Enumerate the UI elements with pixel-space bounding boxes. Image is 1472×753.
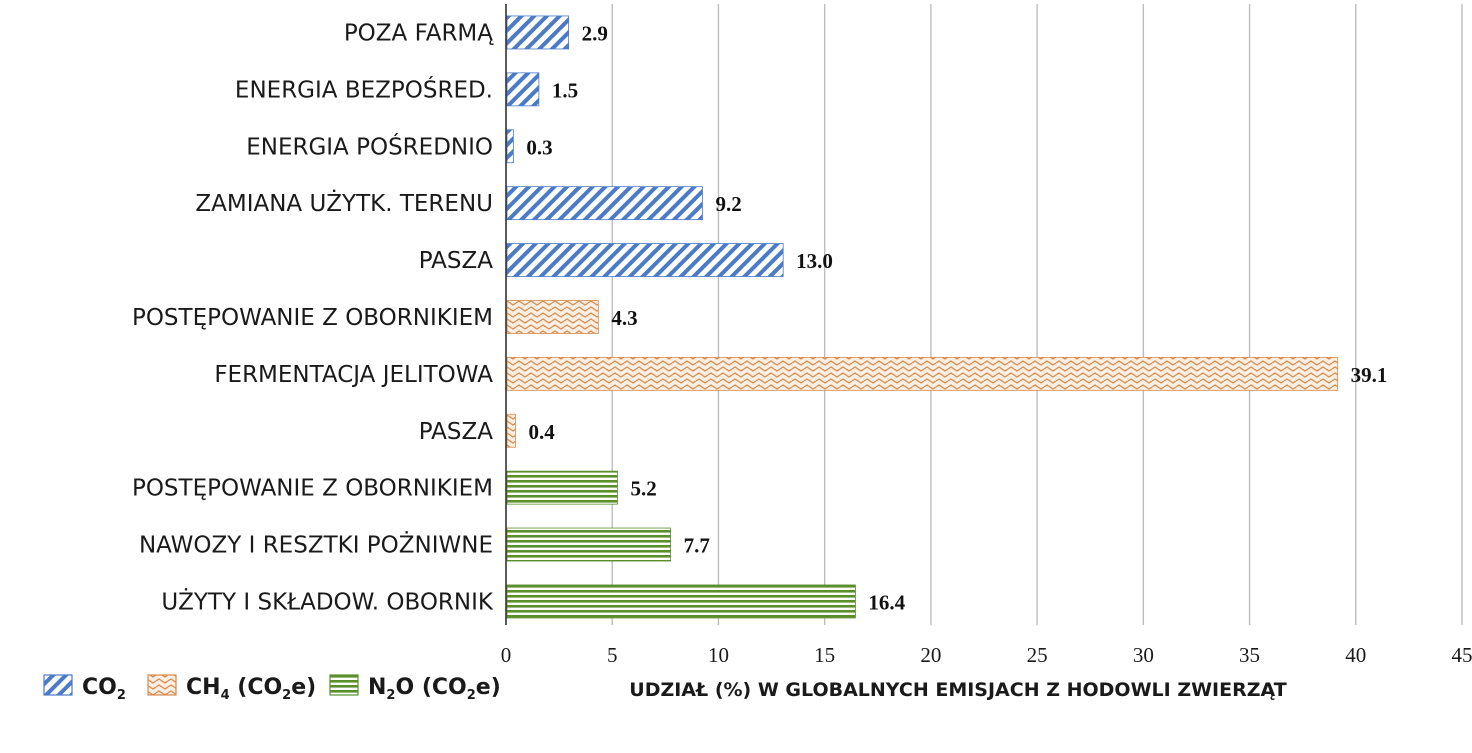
x-tick-label: 40 <box>1345 643 1366 667</box>
data-label: 7.7 <box>684 534 710 558</box>
bar-co2 <box>506 15 570 50</box>
category-label: ZAMIANA UŻYTK. TERENU <box>195 189 493 217</box>
bar-co2 <box>506 72 540 107</box>
bars <box>506 15 1339 619</box>
x-tick-label: 30 <box>1133 643 1154 667</box>
category-label: UŻYTY I SKŁADOW. OBORNIK <box>161 587 494 615</box>
legend-label-ch4: CH4 (CO2e) <box>186 675 316 703</box>
data-label: 1.5 <box>552 78 578 102</box>
data-label: 0.3 <box>526 135 552 159</box>
bar-co2 <box>506 129 514 164</box>
gridlines <box>611 4 1463 625</box>
data-label: 4.3 <box>611 306 637 330</box>
category-label: POZA FARMĄ <box>344 20 494 46</box>
category-label: PASZA <box>419 248 493 274</box>
category-label: POSTĘPOWANIE Z OBORNIKIEM <box>132 305 493 331</box>
data-label: 2.9 <box>582 21 608 45</box>
bar-ch4 <box>506 300 599 334</box>
x-tick-label: 5 <box>607 643 618 667</box>
labels: 0 5 10 15 20 25 30 35 40 45 POZA FARMĄ 2.9 ENERGIA B… <box>132 20 1472 667</box>
bar-ch4 <box>506 413 516 448</box>
bar-n2o <box>506 527 671 562</box>
x-tick-label: 25 <box>1027 643 1048 667</box>
bar-n2o <box>506 470 618 505</box>
x-tick-label: 10 <box>708 643 729 667</box>
bar-ch4 <box>506 356 1339 391</box>
legend-label-n2o: N2O (CO2e) <box>368 675 501 703</box>
legend-swatch-ch4 <box>147 674 177 696</box>
bar-co2 <box>506 186 703 221</box>
data-label: 39.1 <box>1351 363 1388 387</box>
category-label: FERMENTACJA JELITOWA <box>214 362 493 388</box>
legend-swatch-co2 <box>43 674 73 696</box>
category-label: POSTĘPOWANIE Z OBORNIKIEM <box>132 476 493 502</box>
x-tick-label: 20 <box>920 643 941 667</box>
category-label: ENERGIA POŚREDNIO <box>246 132 493 160</box>
x-tick-label: 45 <box>1452 643 1472 667</box>
category-label: NAWOZY I RESZTKI POŻNIWNE <box>139 531 493 559</box>
x-axis-title: UDZIAŁ (%) W GLOBALNYCH EMISJACH Z HODOW… <box>629 679 1286 701</box>
data-label: 0.4 <box>528 420 555 444</box>
legend-label-co2: CO2 <box>82 675 126 703</box>
data-label: 5.2 <box>630 477 656 501</box>
x-tick-label: 35 <box>1239 643 1260 667</box>
bar-n2o <box>506 584 856 619</box>
legend-swatch-n2o <box>329 674 359 696</box>
category-label: ENERGIA BEZPOŚRED. <box>235 75 493 103</box>
legend: CO2 CH4 (CO2e) N2O (CO2e) <box>43 674 501 703</box>
category-label: PASZA <box>419 419 493 445</box>
x-tick-label: 0 <box>501 643 512 667</box>
data-label: 9.2 <box>715 192 741 216</box>
data-label: 13.0 <box>796 249 833 273</box>
x-tick-label: 15 <box>814 643 835 667</box>
bar-co2 <box>506 243 784 277</box>
data-label: 16.4 <box>868 590 905 614</box>
